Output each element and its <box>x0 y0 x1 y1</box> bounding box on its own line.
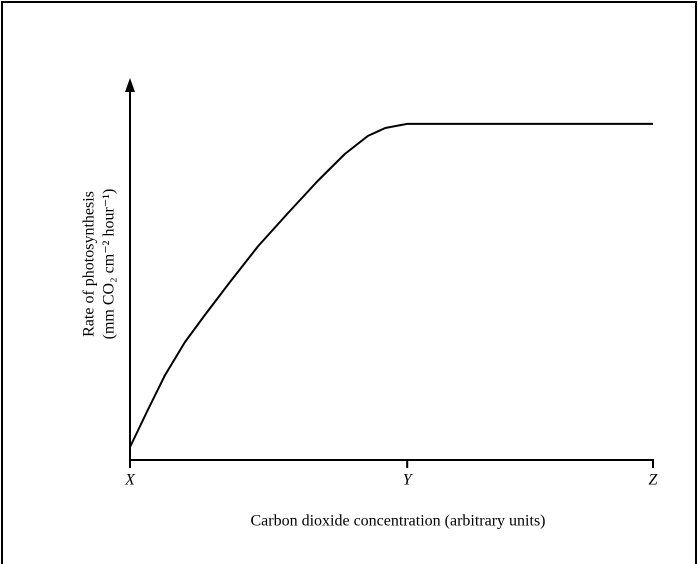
x-tick-label: X <box>124 472 136 489</box>
x-tick-label: Z <box>649 472 659 489</box>
line <box>129 122 653 448</box>
y-axis-arrow <box>125 78 135 92</box>
y-axis-label: Rate of photosynthesis <box>81 191 98 337</box>
y-axis-label: (mm CO₂ cm⁻² hour⁻¹) <box>101 189 118 340</box>
x-tick-label: Y <box>403 472 414 489</box>
x-axis-label: Carbon dioxide concentration (arbitrary … <box>250 513 545 530</box>
